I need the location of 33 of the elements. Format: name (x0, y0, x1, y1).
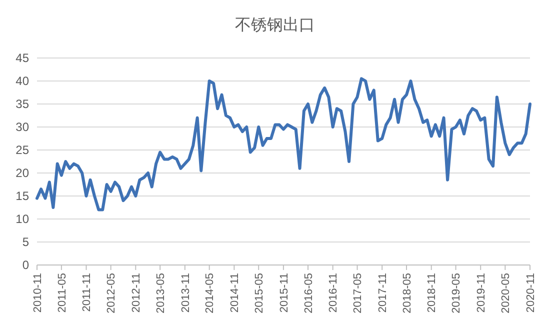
y-tick-label: 30 (16, 120, 30, 134)
y-tick-label: 0 (22, 258, 30, 272)
x-tick-label: 2014-11 (229, 273, 242, 313)
x-tick-label: 2012-05 (106, 273, 118, 314)
x-tick-label: 2017-05 (352, 273, 364, 314)
y-tick-label: 35 (16, 97, 30, 112)
x-tick-label: 2019-11 (475, 273, 488, 313)
x-tick-label: 2017-11 (376, 273, 389, 313)
y-tick-label: 10 (16, 212, 30, 226)
x-tick-label: 2013-05 (154, 273, 167, 314)
y-tick-label: 40 (16, 74, 30, 88)
x-tick-label: 2015-11 (278, 273, 290, 313)
y-tick-label: 5 (22, 235, 30, 250)
chart-title: 不锈钢出口 (235, 15, 315, 34)
y-tick-label: 25 (16, 143, 30, 158)
x-tick-label: 2016-11 (328, 273, 340, 313)
x-tick-label: 2013-11 (180, 273, 192, 313)
x-tick-label: 2011-05 (56, 273, 68, 313)
x-tick-label: 2020-11 (524, 273, 537, 313)
x-tick-label: 2016-05 (302, 273, 315, 314)
x-tick-label: 2014-05 (204, 273, 216, 314)
x-tick-label: 2019-05 (450, 273, 463, 314)
x-tick-label: 2020-05 (500, 273, 512, 314)
y-tick-label: 20 (16, 166, 30, 180)
x-tick-label: 2015-05 (253, 273, 266, 314)
y-tick-label: 45 (16, 51, 30, 66)
x-tick-label: 2011-11 (81, 273, 94, 312)
x-tick-label: 2018-11 (426, 273, 438, 313)
x-tick-label: 2010-11 (32, 273, 44, 313)
x-tick-label: 2012-11 (130, 273, 143, 313)
x-tick-label: 2018-05 (401, 273, 414, 314)
y-tick-label: 15 (16, 189, 30, 204)
line-series (36, 77, 532, 212)
